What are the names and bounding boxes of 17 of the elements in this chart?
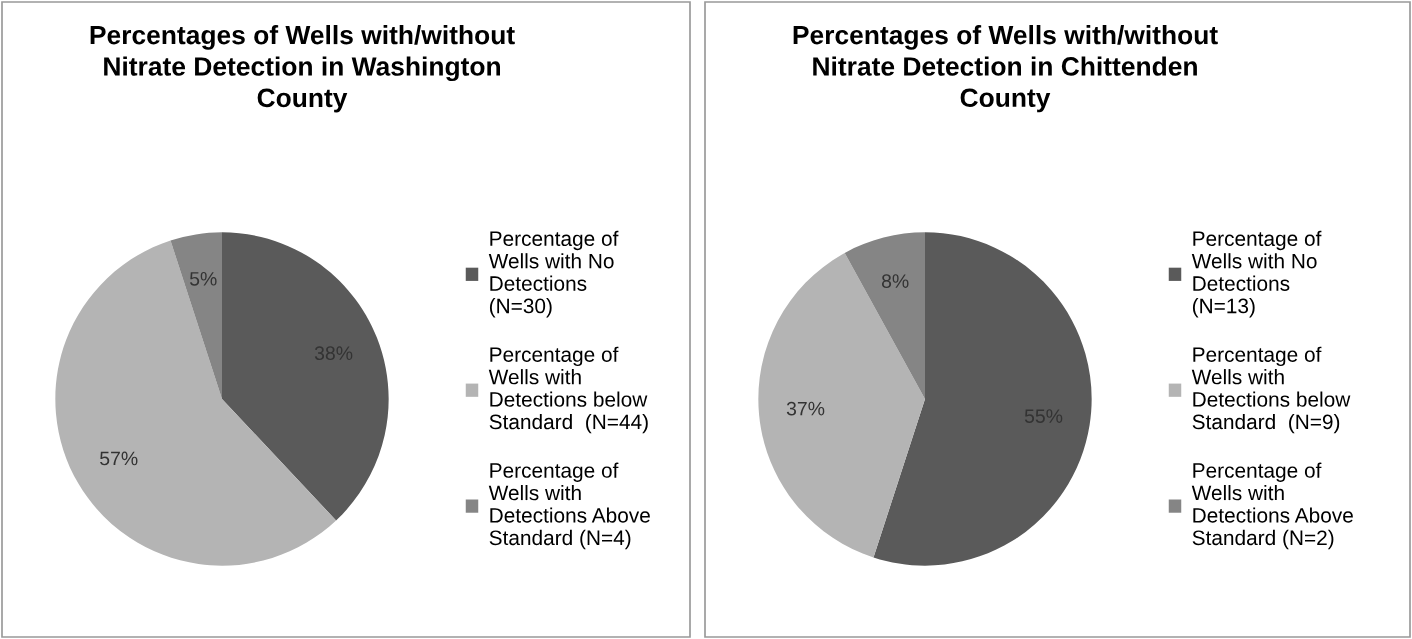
chart-title: Percentages of Wells with/without Nitrate Detection in Washington County [90,25,515,113]
pie-slice [873,232,1092,566]
legend-label: Percentage of Wells with Detections Above Standard (N=2) [1191,462,1353,550]
data-label: 5% [189,272,217,286]
pie-slice [170,232,222,399]
legend-label: Percentage of Wells with Detections below Standard (N=44) [488,346,648,434]
legend-label: Percentage of Wells with Detections Above Standard (N=4) [488,462,650,550]
pie-slice [222,232,389,521]
data-label: 37% [786,401,825,416]
legend-label: Percentage of Wells with No Detections (N=30) [488,230,619,318]
legend-label: Percentage of Wells with Detections below Standard (N=9) [1191,346,1351,434]
data-label: 57% [100,451,138,466]
pie-slice [844,232,925,399]
data-label: 8% [881,274,909,288]
pie-slice [758,252,925,558]
chart-title: Percentages of Wells with/without Nitrate Detection in Chittenden County [793,25,1218,113]
legend-label: Percentage of Wells with No Detections (N=13) [1191,230,1322,318]
